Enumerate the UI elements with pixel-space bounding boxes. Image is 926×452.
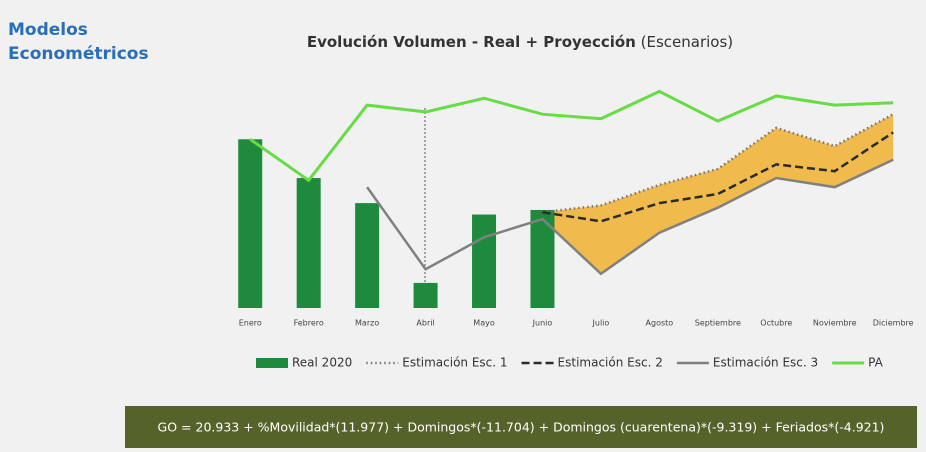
legend-label: Estimación Esc. 2 [558,356,663,370]
x-tick-label: Noviembre [813,319,857,328]
legend-label: Real 2020 [292,356,352,370]
line-series [249,89,894,183]
chart-subtitle: (Escenarios) [641,33,734,51]
bar [238,139,263,308]
legend-label: PA [868,356,883,370]
x-tick-label: Julio [592,319,610,328]
line-series [542,113,894,214]
x-tick-label: Diciembre [873,319,914,328]
bar [296,178,321,308]
footer-formula: GO = 20.933 + %Movilidad*(11.977) + Domi… [158,420,885,435]
bar [355,203,380,308]
x-tick-label: Abril [416,319,434,328]
legend-swatch [256,358,288,368]
x-tick-label: Agosto [646,319,674,328]
footer-box [125,406,917,448]
chart-title-group: Evolución Volumen - Real + Proyección (E… [307,33,733,51]
x-tick-label: Junio [532,319,553,328]
chart-title: Evolución Volumen - Real + Proyección [307,33,636,51]
header: Modelos Econométricos [8,20,149,64]
x-tick-label: Febrero [294,319,324,328]
legend-label: Estimación Esc. 3 [713,356,818,370]
bar [472,214,497,308]
line-series [366,158,894,276]
x-tick-label: Mayo [473,319,495,328]
bar [530,209,555,308]
line-series [542,131,894,223]
header-line: Modelos [8,20,88,40]
header-line: Econométricos [8,44,149,64]
scenario-band [542,114,894,274]
x-tick-label: Enero [239,319,262,328]
bar [413,282,438,308]
legend-label: Estimación Esc. 1 [402,356,507,370]
x-tick-label: Octubre [760,319,792,328]
x-tick-label: Septiembre [695,319,741,328]
x-tick-label: Marzo [355,319,379,328]
